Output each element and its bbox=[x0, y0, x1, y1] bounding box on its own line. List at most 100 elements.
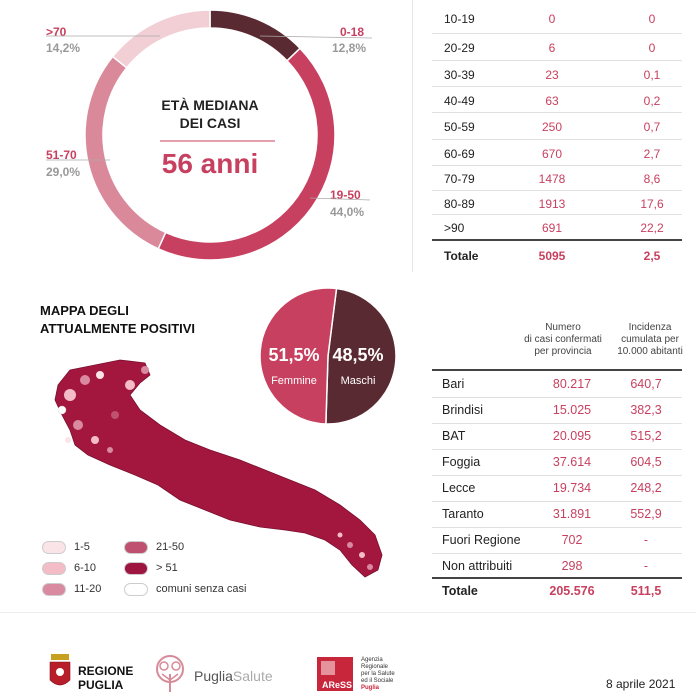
seg-label-0-18: 0-18 bbox=[340, 25, 365, 39]
row-separator bbox=[432, 190, 682, 191]
donut-center-title-line2: DEI CASI bbox=[179, 115, 241, 131]
table-row: Foggia 37.614 604,5 bbox=[432, 451, 682, 476]
gender-slice-male bbox=[325, 287, 397, 425]
table-total-row: Totale 205.576 511,5 bbox=[432, 580, 682, 605]
province-name: BAT bbox=[442, 429, 466, 443]
legend-swatch bbox=[42, 562, 66, 575]
header-rate-line: 10.000 abitanti bbox=[617, 346, 683, 357]
table-row: Lecce 19.734 248,2 bbox=[432, 477, 682, 502]
legend-swatch bbox=[42, 541, 66, 554]
legend-label: 21-50 bbox=[156, 541, 185, 553]
rate-cell: 17,6 bbox=[640, 197, 664, 211]
province-cases: 31.891 bbox=[552, 507, 592, 521]
seg-pct-0-18: 12,8% bbox=[332, 41, 367, 55]
gender-pie-chart bbox=[259, 287, 397, 425]
female-pct: 51,5% bbox=[268, 345, 320, 365]
row-separator bbox=[432, 86, 682, 87]
cases-cell: 691 bbox=[541, 221, 563, 235]
report-date: 8 aprile 2021 bbox=[606, 677, 676, 691]
salute-word: Salute bbox=[232, 668, 273, 684]
table-row: BAT 20.095 515,2 bbox=[432, 425, 682, 450]
province-rate: 248,2 bbox=[630, 481, 662, 495]
table-row: 50-59 250 0,7 bbox=[432, 116, 682, 141]
male-label: Maschi bbox=[340, 375, 376, 387]
province-rate: - bbox=[643, 533, 649, 547]
donut-segment-70plus bbox=[111, 9, 211, 69]
map-title-line2: ATTUALMENTE POSITIVI bbox=[40, 321, 196, 336]
age-cell: 70-79 bbox=[444, 172, 475, 186]
province-rate: 604,5 bbox=[630, 455, 662, 469]
row-separator bbox=[432, 527, 682, 528]
cases-cell: 1913 bbox=[538, 197, 566, 211]
province-name: Lecce bbox=[442, 481, 476, 495]
regione-puglia-logo-text: REGIONE PUGLIA bbox=[78, 664, 133, 692]
regione-line2: PUGLIA bbox=[78, 678, 124, 692]
legend-label: comuni senza casi bbox=[156, 583, 247, 595]
table-row: 40-49 63 0,2 bbox=[432, 90, 682, 115]
header-rate-line: cumulata per bbox=[621, 334, 679, 345]
table-total-row: Totale 5095 2,5 bbox=[432, 245, 682, 270]
rate-cell: 22,2 bbox=[640, 221, 664, 235]
seg-label-51-70: 51-70 bbox=[46, 148, 77, 162]
table-row: 80-89 1913 17,6 bbox=[432, 193, 682, 218]
legend-swatch bbox=[42, 583, 66, 596]
province-name: Brindisi bbox=[442, 403, 483, 417]
age-cell: 60-69 bbox=[444, 147, 475, 161]
province-rate: 640,7 bbox=[630, 377, 662, 391]
province-name: Taranto bbox=[442, 507, 484, 521]
puglia-salute-logo-text: PugliaSalute bbox=[194, 668, 273, 684]
row-separator bbox=[432, 553, 682, 554]
total-separator bbox=[432, 577, 682, 579]
rate-cell: 2,7 bbox=[643, 147, 661, 161]
puglia-salute-tree-icon bbox=[156, 655, 184, 692]
header-rate-line: Incidenza bbox=[628, 322, 672, 333]
map-title-line1: MAPPA DEGLI bbox=[40, 303, 129, 318]
leader-0-18 bbox=[259, 35, 373, 39]
map-municipality-spots bbox=[57, 366, 373, 570]
table-row: Bari 80.217 640,7 bbox=[432, 373, 682, 398]
row-separator bbox=[432, 139, 682, 140]
province-header-cases: Numero di casi confermati per provincia bbox=[513, 322, 613, 358]
cases-cell: 1478 bbox=[538, 172, 566, 186]
male-pct: 48,5% bbox=[332, 345, 384, 365]
aress-desc-line: Agenzia bbox=[361, 657, 383, 663]
aress-desc-line: per la Salute bbox=[361, 671, 395, 677]
map-title: MAPPA DEGLI ATTUALMENTE POSITIVI bbox=[40, 302, 195, 338]
header-cases-line: per provincia bbox=[534, 346, 592, 357]
province-cases: 702 bbox=[561, 533, 583, 547]
row-separator bbox=[432, 423, 682, 424]
age-cell: 20-29 bbox=[444, 41, 475, 55]
donut-center-title-line1: ETÀ MEDIANA bbox=[161, 97, 259, 113]
donut-segments bbox=[84, 9, 336, 261]
row-separator bbox=[432, 475, 682, 476]
puglia-region-shape bbox=[54, 359, 383, 578]
table-row: Non attribuiti 298 - bbox=[432, 555, 682, 580]
row-separator bbox=[432, 449, 682, 450]
top-vertical-divider bbox=[412, 0, 413, 272]
puglia-map bbox=[54, 359, 383, 578]
age-cell: 50-59 bbox=[444, 120, 475, 134]
row-separator bbox=[432, 501, 682, 502]
age-cell: 80-89 bbox=[444, 197, 475, 211]
cases-cell: 63 bbox=[545, 94, 559, 108]
row-separator bbox=[432, 214, 682, 215]
legend-swatch bbox=[124, 541, 148, 554]
seg-label-19-50: 19-50 bbox=[330, 188, 361, 202]
regione-puglia-crest-icon bbox=[49, 654, 71, 686]
table-row: 70-79 1478 8,6 bbox=[432, 168, 682, 193]
province-header-rate: Incidenza cumulata per 10.000 abitanti bbox=[612, 322, 688, 358]
aress-desc-line: Regionale bbox=[361, 664, 389, 670]
gender-slice-female bbox=[259, 287, 338, 425]
row-separator bbox=[432, 397, 682, 398]
province-name: Bari bbox=[442, 377, 465, 391]
province-cases: 80.217 bbox=[552, 377, 592, 391]
legend-swatch bbox=[124, 583, 148, 596]
puglia-word: Puglia bbox=[194, 668, 233, 684]
cases-cell: 250 bbox=[541, 120, 563, 134]
age-donut-chart bbox=[84, 9, 336, 261]
total-label: Totale bbox=[444, 249, 479, 263]
table-row: Fuori Regione 702 - bbox=[432, 529, 682, 554]
aress-logo-icon bbox=[317, 657, 353, 691]
age-cell: 30-39 bbox=[444, 68, 475, 82]
legend-label: 6-10 bbox=[74, 562, 97, 574]
